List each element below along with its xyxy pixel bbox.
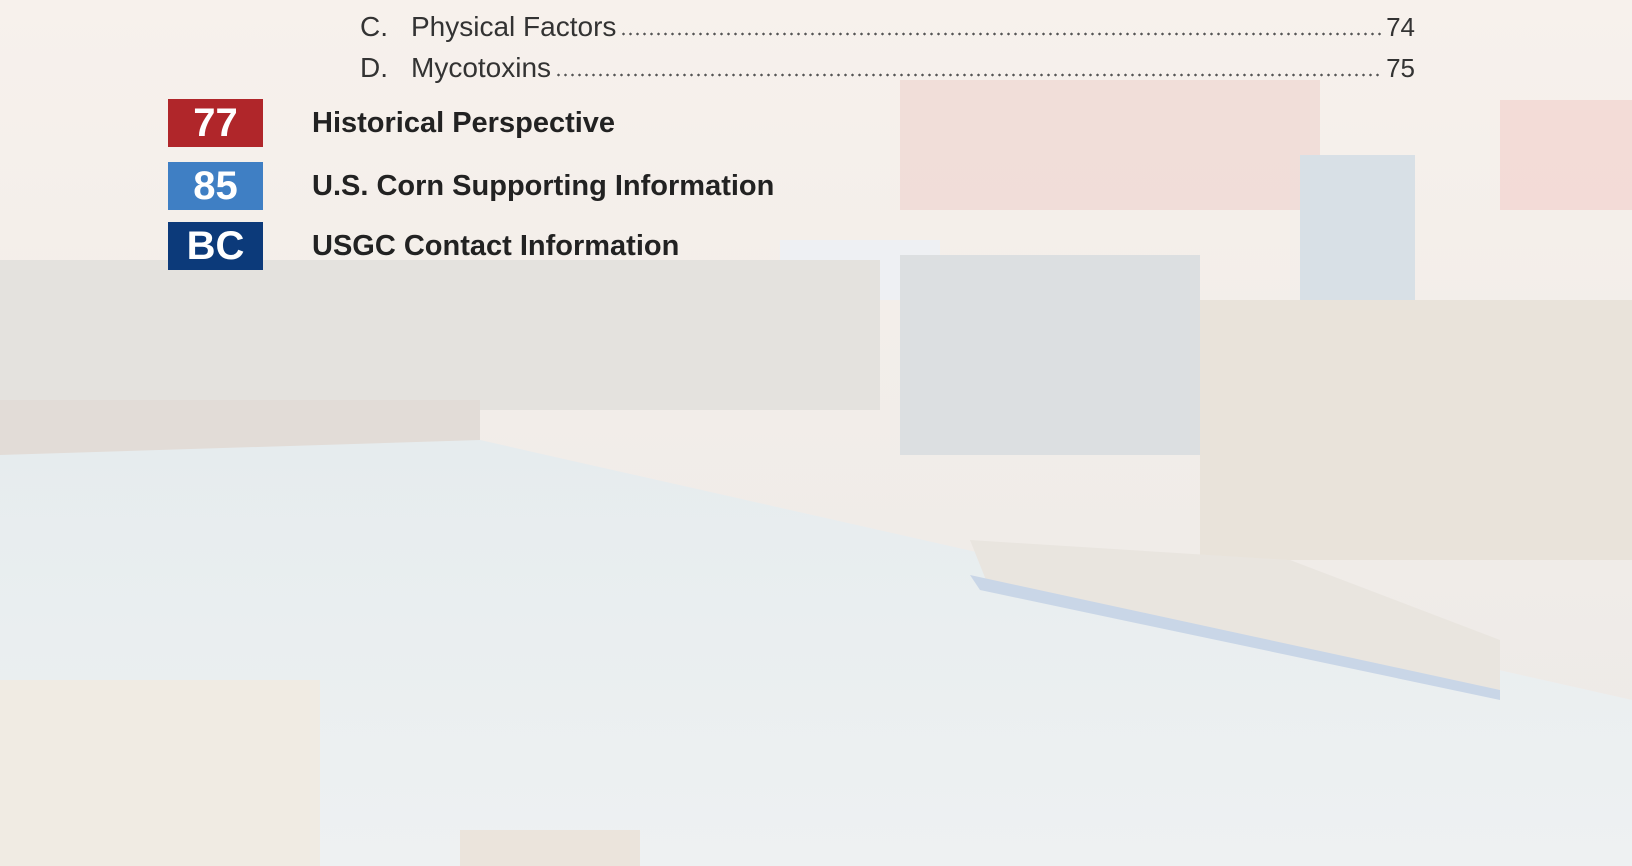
dot-leader <box>620 32 1383 36</box>
toc-subentry: D. Mycotoxins 75 <box>360 50 1415 84</box>
entry-title: Physical Factors <box>411 11 617 42</box>
section-title: U.S. Corn Supporting Information <box>312 169 775 202</box>
page-badge: 77 <box>168 99 263 147</box>
page-badge: BC <box>168 222 263 270</box>
page-number: 74 <box>1386 12 1415 42</box>
section-title: Historical Perspective <box>312 106 616 139</box>
entry-letter: C. <box>360 11 388 42</box>
entry-letter: D. <box>360 52 388 83</box>
dot-leader <box>555 73 1383 77</box>
page-badge: 85 <box>168 162 263 210</box>
entry-title: Mycotoxins <box>411 52 552 83</box>
page-number: 75 <box>1386 53 1415 83</box>
toc-subentry: C. Physical Factors 74 <box>360 9 1415 43</box>
toc-section: BC USGC Contact Information <box>168 222 679 270</box>
toc-section: 77 Historical Perspective <box>168 99 615 147</box>
section-title: USGC Contact Information <box>312 229 680 262</box>
toc-section: 85 U.S. Corn Supporting Information <box>168 162 774 210</box>
